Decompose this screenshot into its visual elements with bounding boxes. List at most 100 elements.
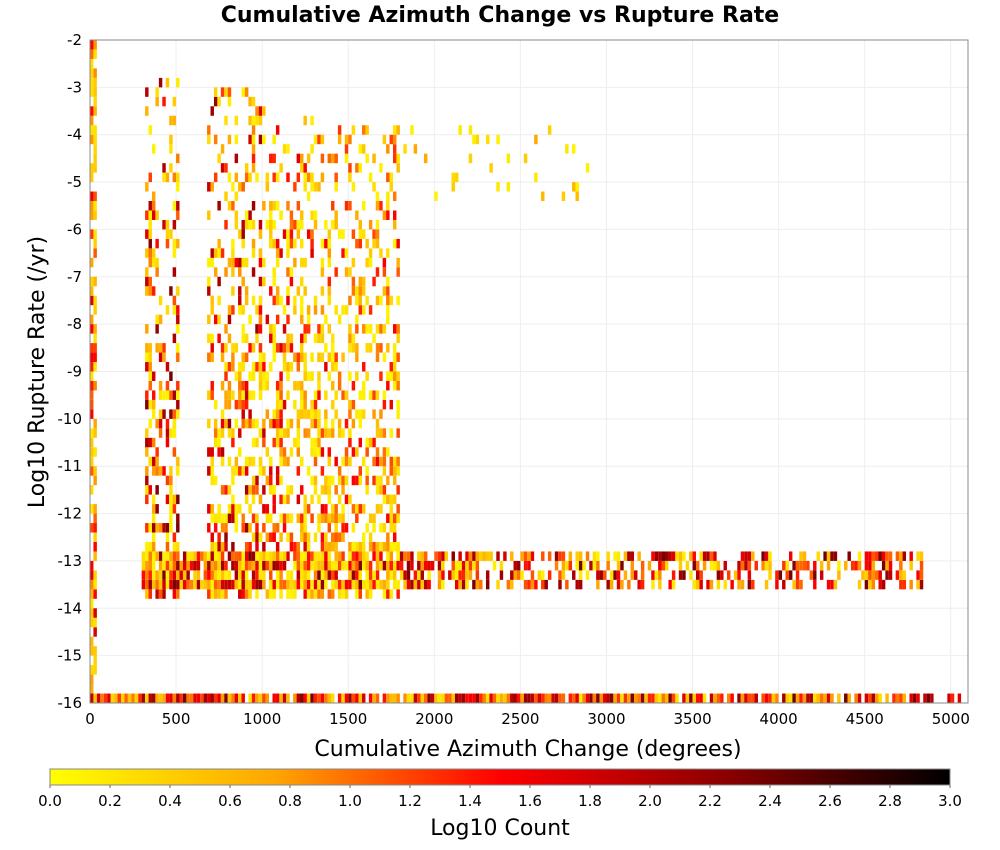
heatmap-cell [362,409,366,419]
heatmap-cell [251,475,256,486]
heatmap-cell [362,125,366,135]
heatmap-cell [640,560,645,571]
heatmap-cell [251,418,256,429]
heatmap-cell [706,579,710,590]
heatmap-cell [410,125,414,135]
heatmap-cell [169,144,173,154]
heatmap-cell [296,466,301,476]
heatmap-cell [320,579,325,590]
heatmap-cell [145,485,149,495]
heatmap-cell [244,172,249,183]
heatmap-cell [162,551,166,561]
heatmap-cell [833,551,838,561]
heatmap-cell [386,191,390,202]
heatmap-cell [275,399,280,410]
heatmap-cell [151,693,156,703]
heatmap-cell [430,693,435,703]
heatmap-cell [303,286,307,296]
heatmap-cell [93,125,97,135]
heatmap-cell [265,551,270,561]
heatmap-cell [813,579,817,590]
heatmap-cell [558,570,562,580]
heatmap-cell [792,693,796,703]
heatmap-cell [320,172,325,183]
heatmap-cell [238,257,242,268]
heatmap-cell [265,182,270,192]
heatmap-cell [327,238,332,249]
heatmap-cell [134,693,139,703]
heatmap-cell [251,560,256,571]
heatmap-cell [238,229,242,239]
heatmap-cell [723,579,727,590]
heatmap-cell [358,560,362,571]
heatmap-cell [272,352,276,363]
heatmap-cell [386,693,390,703]
heatmap-cell [220,163,225,173]
heatmap-cell [272,409,276,419]
heatmap-cell [148,380,152,391]
heatmap-cell [682,551,686,561]
heatmap-cell [389,589,393,599]
heatmap-cell [224,523,228,533]
heatmap-cell [396,693,400,703]
heatmap-cell [313,532,318,542]
heatmap-cell [210,447,214,457]
heatmap-cell [244,494,249,505]
heatmap-cell [241,589,245,599]
heatmap-cell [203,693,208,703]
heatmap-cell [382,267,387,277]
heatmap-cell [258,343,263,353]
heatmap-cell [382,523,387,533]
heatmap-cell [771,693,776,703]
heatmap-cell [169,551,173,561]
heatmap-cell [165,77,170,88]
heatmap-cell [151,144,156,154]
heatmap-cell [158,579,163,590]
heatmap-cell [227,172,232,183]
heatmap-cell [458,125,462,135]
heatmap-cell [141,560,146,571]
heatmap-cell [93,305,97,315]
heatmap-cell [165,305,170,315]
heatmap-cell [306,541,311,552]
heatmap-cell [465,579,469,590]
heatmap-cell [802,560,807,571]
heatmap-cell [813,693,817,703]
heatmap-cell [296,409,301,419]
heatmap-cell [234,570,239,580]
heatmap-cell [403,579,407,590]
heatmap-cell [324,570,328,580]
heatmap-cell [251,153,256,164]
heatmap-cell [547,125,552,135]
heatmap-cell [145,494,149,505]
heatmap-cell [510,579,514,590]
heatmap-cell [520,693,524,703]
heatmap-cell [506,693,511,703]
heatmap-cell [275,248,280,258]
heatmap-cell [155,238,159,249]
heatmap-cell [382,466,387,476]
heatmap-cell [310,409,314,419]
heatmap-cell [327,447,332,457]
heatmap-cell [93,579,97,590]
heatmap-cell [158,380,163,391]
heatmap-cell [262,380,266,391]
heatmap-cell [355,504,359,514]
heatmap-cell [238,371,242,381]
heatmap-cell [313,560,318,571]
heatmap-cell [331,418,335,429]
heatmap-cell [668,579,672,590]
heatmap-cell [499,570,504,580]
heatmap-cell [341,513,345,524]
heatmap-cell [227,380,232,391]
heatmap-cell [176,409,180,419]
heatmap-cell [300,409,304,419]
heatmap-cell [210,343,214,353]
heatmap-cell [344,390,349,400]
heatmap-cell [775,570,779,580]
heatmap-cell [148,210,152,220]
heatmap-cell [423,551,428,561]
heatmap-cell [527,551,531,561]
heatmap-cell [351,286,356,296]
heatmap-cell [313,447,318,457]
